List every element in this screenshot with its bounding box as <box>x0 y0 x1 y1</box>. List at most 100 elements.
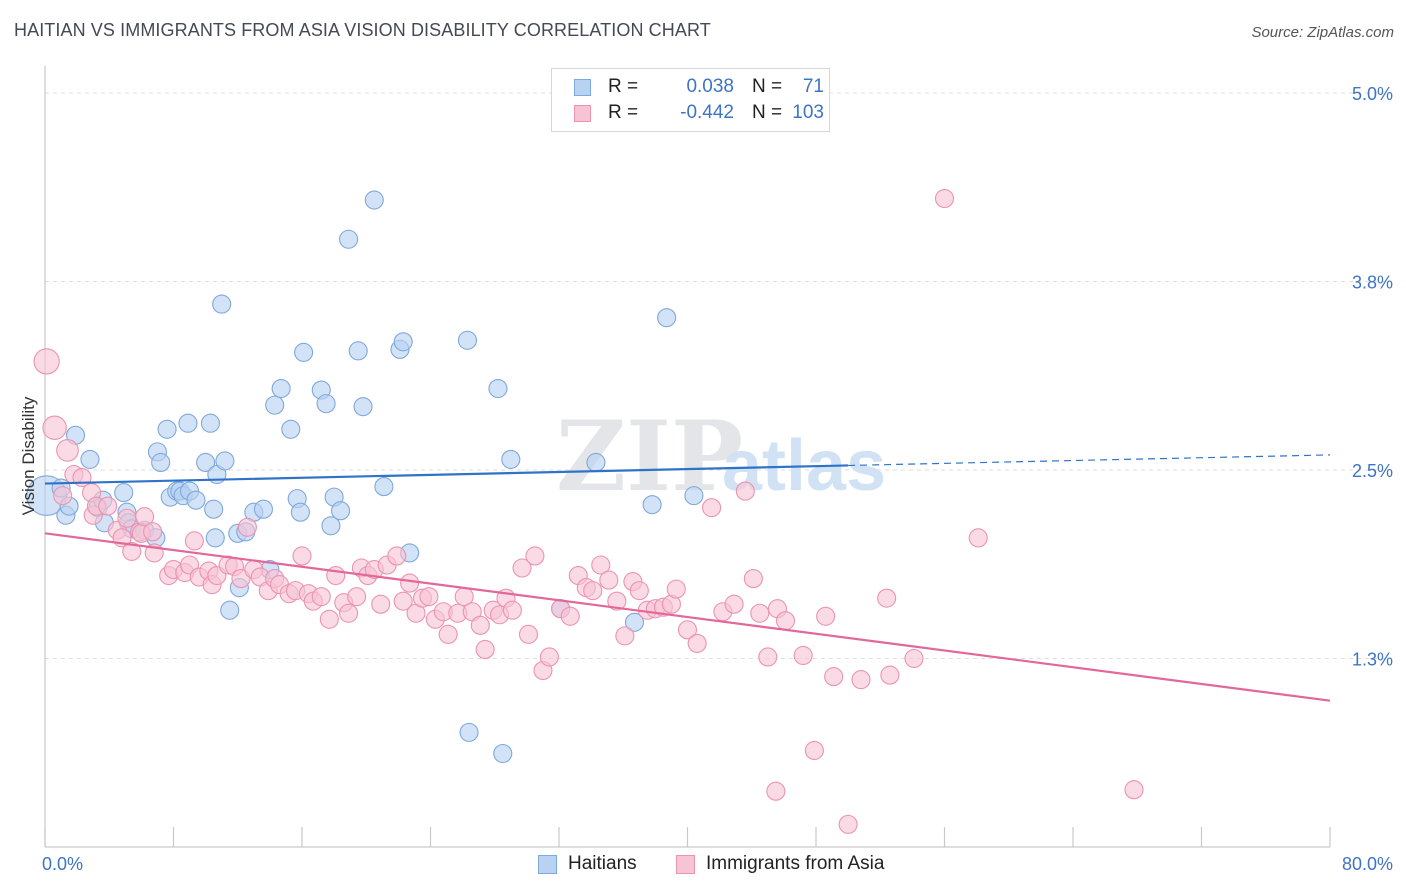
haitians-point <box>624 612 645 632</box>
haitians-point <box>178 413 198 433</box>
haitians-point <box>488 378 508 399</box>
asia-point <box>292 546 312 566</box>
legend-box: R = 0.038 N = 71 R = -0.442 N = 103 <box>551 68 830 132</box>
asia-point <box>339 603 359 623</box>
asia-point <box>666 579 686 599</box>
haitians-point <box>200 413 220 433</box>
haitians-point <box>457 330 477 350</box>
asia-point <box>1124 780 1144 800</box>
asia-point <box>311 587 331 607</box>
asia-point <box>615 626 635 646</box>
bottom-legend-label: Immigrants from Asia <box>706 853 885 874</box>
asia-point <box>838 814 858 834</box>
asia-point <box>560 606 580 626</box>
haitians-points <box>26 190 704 764</box>
asia-point <box>502 600 522 620</box>
asia-point <box>419 587 439 607</box>
y-tick-label: 5.0% <box>1352 84 1393 104</box>
asia-point <box>400 573 420 593</box>
legend-r-label: R = <box>608 102 639 123</box>
haitians-point <box>220 600 240 620</box>
asia-point <box>438 624 458 644</box>
asia-point <box>816 606 836 626</box>
y-axis-label: Vision Disability <box>19 396 38 515</box>
chart-source: Source: ZipAtlas.com <box>1251 24 1394 41</box>
asia-point <box>98 496 118 516</box>
haitians-point <box>364 190 384 210</box>
haitians-point <box>586 452 606 472</box>
asia-point <box>934 188 955 209</box>
asia-point <box>629 581 649 601</box>
asia-point <box>758 647 778 667</box>
asia-point <box>518 624 539 644</box>
asia-point <box>42 415 67 441</box>
asia-point <box>319 609 339 629</box>
watermark-zip: ZIP <box>556 400 743 513</box>
chart-title: HAITIAN VS IMMIGRANTS FROM ASIA VISION D… <box>14 20 711 40</box>
asia-point <box>687 633 707 653</box>
watermark: ZIP atlas <box>556 400 886 513</box>
asia-point <box>326 565 346 586</box>
haitians-point <box>348 341 368 361</box>
asia-point <box>184 531 204 551</box>
haitians-point <box>196 452 216 472</box>
asia-point <box>877 588 897 608</box>
asia-point <box>750 603 770 623</box>
y-tick-label: 2.5% <box>1352 461 1393 481</box>
legend-n-value: 103 <box>792 102 824 123</box>
haitians-point <box>374 477 394 497</box>
haitians-point <box>501 449 521 469</box>
legend-r-value: 0.038 <box>686 76 734 97</box>
haitians-point <box>684 486 704 506</box>
asia-point <box>143 522 163 542</box>
haitians-point <box>294 342 314 362</box>
legend-swatch-pink <box>574 105 591 122</box>
asia-point <box>735 481 755 501</box>
haitians-point <box>657 308 677 328</box>
asia-point <box>387 546 407 566</box>
bottom-legend-swatch-blue <box>538 855 557 874</box>
asia-point <box>804 740 824 761</box>
haitians-point <box>393 332 413 352</box>
trend-lines <box>44 454 1331 702</box>
bottom-legend-swatch-pink <box>676 855 695 874</box>
y-tick-label: 1.3% <box>1352 649 1393 669</box>
asia-point <box>880 665 900 685</box>
haitians-trend-line <box>44 464 849 485</box>
asia-point <box>793 645 813 666</box>
asia-point <box>237 517 257 537</box>
asia-point <box>607 591 627 611</box>
haitians-point <box>290 502 310 522</box>
asia-point <box>766 781 786 801</box>
asia-point <box>851 670 871 690</box>
haitians-point <box>253 499 274 519</box>
haitians-point <box>316 394 336 414</box>
legend-n-label: N = <box>752 76 783 97</box>
asia-point <box>122 541 142 561</box>
grid-lines <box>45 92 1390 659</box>
haitians-point <box>157 419 177 439</box>
asia-point <box>724 594 744 614</box>
asia-point <box>525 546 545 566</box>
bottom-legend: Haitians Immigrants from Asia <box>0 852 1406 878</box>
tick-labels: 1.3% 2.5% 3.8% 5.0% 0.0% 80.0% <box>42 84 1393 874</box>
x-tick-label: 80.0% <box>1342 854 1393 874</box>
axes <box>44 66 1331 848</box>
asia-point <box>33 348 60 375</box>
haitians-point <box>215 451 235 471</box>
legend-n-value: 71 <box>802 76 824 97</box>
asia-point <box>968 528 988 548</box>
asia-point <box>512 558 532 578</box>
asia-point <box>53 486 73 506</box>
haitians-point <box>151 452 171 472</box>
haitians-point <box>204 499 224 519</box>
legend-swatch-blue <box>574 79 591 96</box>
haitians-point <box>459 722 479 742</box>
asia-point <box>56 439 79 462</box>
haitians-point <box>265 395 285 415</box>
asia-point <box>775 611 796 631</box>
haitians-point <box>353 397 373 417</box>
asia-point <box>393 591 413 611</box>
haitians-point <box>205 528 225 548</box>
